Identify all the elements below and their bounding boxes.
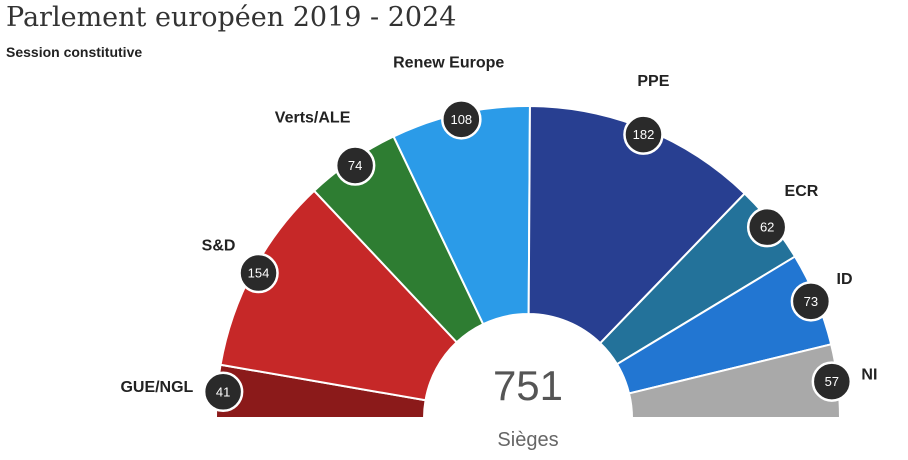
party-label-verts-ale: Verts/ALE (275, 110, 351, 127)
seat-count: 41 (216, 384, 230, 399)
party-label-ni: NI (861, 367, 877, 384)
total-seats: 751 (493, 362, 563, 409)
seat-badge-circle (746, 206, 788, 248)
total-seats-label: Sièges (497, 429, 558, 451)
seat-badge-verts-ale: 74 (334, 145, 376, 186)
seat-badge-circle (334, 145, 376, 186)
party-label-ppe: PPE (637, 73, 669, 90)
chart-subtitle: Session constitutive (6, 44, 143, 60)
party-label-sandd: S&D (202, 238, 236, 255)
label-group: GUE/NGL S&D Verts/ALE Renew Europe PPE ECR ID N… (120, 55, 877, 396)
seat-badge-sandd: 154 (238, 252, 279, 294)
party-label-ecr: ECR (785, 183, 819, 200)
seat-badge-circle (811, 361, 853, 402)
seat-count: 182 (633, 127, 655, 142)
party-label-id: ID (837, 271, 853, 288)
seat-badge-renew-europe: 108 (441, 99, 482, 140)
seat-badge-ecr: 62 (746, 206, 788, 248)
sector-group (214, 104, 842, 419)
seat-count: 73 (804, 294, 818, 309)
seat-count: 154 (248, 266, 270, 281)
seat-count: 74 (348, 158, 362, 173)
seat-badge-circle (202, 371, 244, 413)
seat-badge-ni: 57 (811, 361, 853, 402)
party-label-renew-europe: Renew Europe (393, 55, 504, 72)
seat-count: 62 (760, 220, 774, 235)
seat-badge-circle (238, 252, 279, 294)
seat-count: 108 (450, 112, 472, 127)
seat-badge-circle (623, 114, 664, 155)
sector-ppe (527, 104, 747, 345)
seat-badge-circle (441, 99, 482, 140)
seat-count: 57 (825, 374, 839, 389)
chart-title: Parlement européen 2019 - 2024 (6, 2, 457, 33)
badge-group: 41 154 74 108 182 62 73 57 (202, 99, 853, 413)
sector-sandd (219, 189, 459, 402)
seat-badge-gue-ngl: 41 (202, 371, 244, 413)
party-label-gue-ngl: GUE/NGL (120, 379, 193, 396)
seat-badge-ppe: 182 (623, 114, 664, 155)
seat-badge-circle (790, 281, 832, 322)
seat-badge-id: 73 (790, 281, 832, 322)
